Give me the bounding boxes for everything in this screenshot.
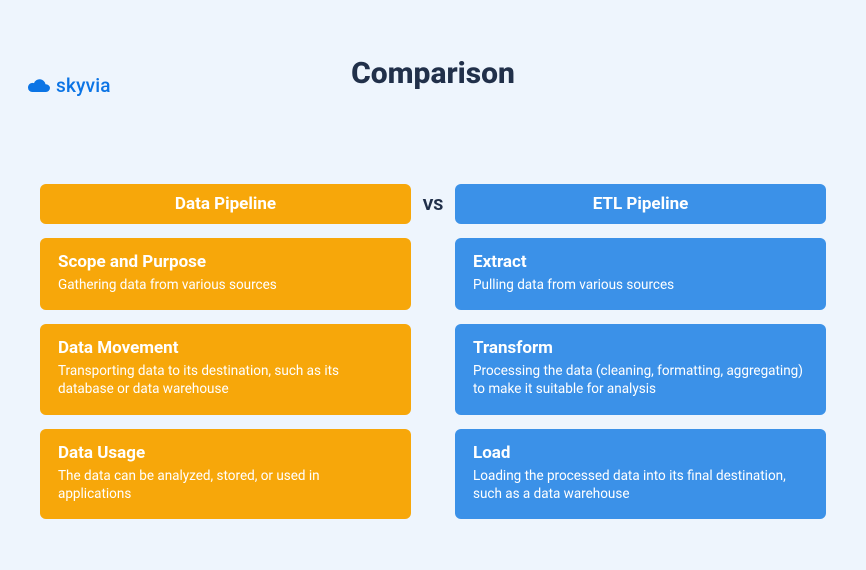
left-card-1: Scope and Purpose Gathering data from va…	[40, 238, 411, 310]
comparison-grid: Data Pipeline VS ETL Pipeline Scope and …	[40, 184, 826, 519]
left-card-2: Data Movement Transporting data to its d…	[40, 324, 411, 414]
right-column-header: ETL Pipeline	[455, 184, 826, 224]
card-title: Transform	[473, 338, 808, 358]
card-body: Loading the processed data into its fina…	[473, 467, 808, 503]
card-body: Processing the data (cleaning, formattin…	[473, 362, 808, 398]
card-title: Data Movement	[58, 338, 393, 358]
right-card-3: Load Loading the processed data into its…	[455, 429, 826, 519]
brand-logo: skyvia	[28, 74, 111, 97]
left-card-3: Data Usage The data can be analyzed, sto…	[40, 429, 411, 519]
card-title: Load	[473, 443, 808, 463]
right-card-1: Extract Pulling data from various source…	[455, 238, 826, 310]
card-title: Scope and Purpose	[58, 252, 393, 272]
card-body: Gathering data from various sources	[58, 276, 393, 294]
card-body: The data can be analyzed, stored, or use…	[58, 467, 393, 503]
vs-label: VS	[411, 184, 455, 224]
card-title: Extract	[473, 252, 808, 272]
right-card-2: Transform Processing the data (cleaning,…	[455, 324, 826, 414]
card-body: Pulling data from various sources	[473, 276, 808, 294]
brand-name: skyvia	[56, 74, 111, 97]
left-column-header: Data Pipeline	[40, 184, 411, 224]
card-body: Transporting data to its destination, su…	[58, 362, 393, 398]
page-title: Comparison	[0, 56, 866, 91]
cloud-icon	[28, 78, 50, 94]
card-title: Data Usage	[58, 443, 393, 463]
